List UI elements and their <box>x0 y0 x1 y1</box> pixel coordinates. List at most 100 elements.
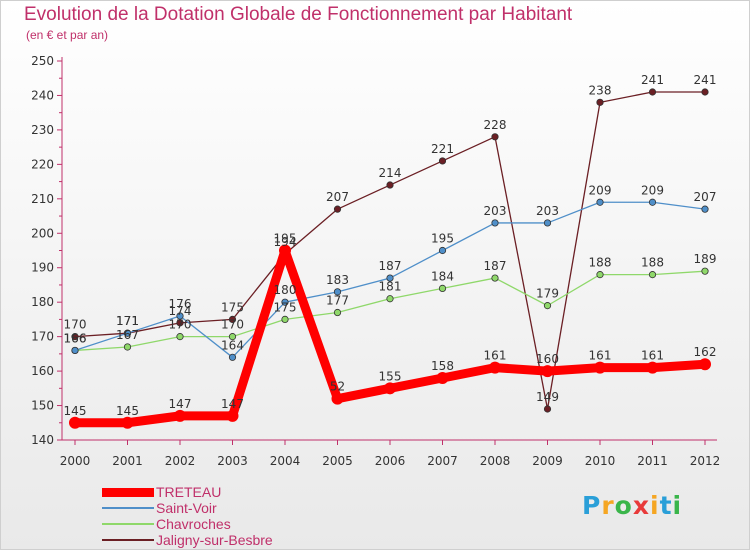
data-point <box>436 371 449 384</box>
x-tick-label: 2002 <box>165 454 196 468</box>
legend: TRETEAU Saint-Voir Chavroches Jaligny-sur-B… <box>102 484 273 548</box>
data-label: 241 <box>694 73 717 87</box>
x-tick-label: 2010 <box>585 454 616 468</box>
legend-swatch <box>102 507 154 509</box>
data-point <box>174 409 186 422</box>
legend-swatch <box>102 539 154 541</box>
data-labels-layer: 170 171 174 175 194 207 214 221 228 149 238 241 241 1… <box>64 73 717 418</box>
x-tick-label: 2004 <box>270 454 301 468</box>
data-point <box>71 346 79 355</box>
data-point <box>333 205 342 213</box>
data-label: 183 <box>326 273 349 287</box>
data-label: 175 <box>274 300 297 314</box>
data-point <box>438 284 447 292</box>
data-point <box>226 409 239 422</box>
data-label: 214 <box>379 166 402 180</box>
data-label: 171 <box>116 314 139 328</box>
data-label: 187 <box>484 259 507 273</box>
x-axis-ticks: 2000 2001 2002 2003 2004 2005 2006 2007 2008 2009… <box>60 440 721 468</box>
data-point <box>543 219 552 227</box>
logo-letter: x <box>632 491 650 520</box>
data-label: 162 <box>694 345 717 359</box>
data-point <box>491 274 499 282</box>
legend-label: Jaligny-sur-Besbre <box>156 532 273 548</box>
data-point <box>281 315 289 324</box>
proxiti-logo: Proxiti <box>582 491 682 520</box>
legend-label: TRETEAU <box>156 484 222 500</box>
x-tick-label: 2006 <box>375 454 406 468</box>
series-treteau <box>69 244 711 429</box>
data-label: 195 <box>274 232 297 246</box>
data-point <box>333 288 342 296</box>
data-label: 176 <box>169 297 192 311</box>
data-label: 181 <box>379 280 402 294</box>
data-point <box>386 181 394 189</box>
y-tick-label: 250 <box>31 54 54 68</box>
data-label: 170 <box>169 318 192 332</box>
data-point <box>123 343 132 351</box>
data-label: 170 <box>221 318 244 332</box>
data-point <box>596 198 604 206</box>
data-point <box>701 205 709 213</box>
x-tick-label: 2005 <box>322 454 353 468</box>
data-point <box>543 302 552 310</box>
data-point <box>541 365 554 378</box>
data-point <box>176 312 184 320</box>
data-label: 160 <box>536 352 559 366</box>
y-tick-label: 200 <box>31 226 54 240</box>
data-label: 145 <box>64 404 87 418</box>
data-point <box>489 361 501 374</box>
y-tick-label: 140 <box>31 433 54 447</box>
legend-label: Chavroches <box>156 516 231 532</box>
y-tick-label: 160 <box>31 364 54 378</box>
x-tick-label: 2012 <box>690 454 721 468</box>
data-point <box>228 333 237 341</box>
data-label: 195 <box>431 232 454 246</box>
data-point <box>123 329 132 337</box>
series-saint-voir <box>71 198 709 361</box>
data-label: 174 <box>169 304 192 318</box>
data-point <box>594 361 606 374</box>
data-label: 166 <box>64 331 87 345</box>
data-label: 209 <box>641 183 664 197</box>
chart-subtitle: (en € et par an) <box>26 28 109 42</box>
data-label: 175 <box>221 300 244 314</box>
data-label: 147 <box>169 397 192 411</box>
data-point <box>646 361 659 374</box>
legend-item-treteau: TRETEAU <box>102 484 273 500</box>
data-label: 179 <box>536 287 559 301</box>
data-label: 161 <box>484 349 507 363</box>
data-label: 194 <box>274 235 297 249</box>
data-label: 187 <box>379 259 402 273</box>
data-point <box>491 219 499 227</box>
data-point <box>279 244 291 257</box>
x-tick-label: 2000 <box>60 454 91 468</box>
data-point <box>386 295 394 303</box>
data-label: 203 <box>484 204 507 218</box>
data-point <box>384 382 396 395</box>
y-tick-label: 220 <box>31 157 54 171</box>
chart-title: Evolution de la Dotation Globale de Fonc… <box>24 4 573 25</box>
legend-swatch <box>102 487 154 497</box>
data-point <box>701 267 709 275</box>
data-label: 184 <box>431 269 454 283</box>
data-point <box>648 271 657 279</box>
legend-label: Saint-Voir <box>156 500 217 516</box>
logo-letter: i <box>672 491 683 520</box>
data-point <box>71 333 79 341</box>
logo-letter: r <box>601 491 615 520</box>
data-label: 147 <box>221 397 244 411</box>
data-point <box>438 246 447 255</box>
data-label: 188 <box>589 256 612 270</box>
x-tick-label: 2003 <box>217 454 248 468</box>
x-tick-label: 2009 <box>532 454 563 468</box>
data-label: 155 <box>379 369 402 383</box>
data-point <box>333 308 342 317</box>
legend-item-chavroches: Chavroches <box>102 516 273 532</box>
y-tick-label: 210 <box>31 192 54 206</box>
data-point <box>648 198 657 206</box>
data-label: 209 <box>589 183 612 197</box>
x-tick-label: 2001 <box>112 454 143 468</box>
data-label: 158 <box>431 359 454 373</box>
series-layer <box>69 88 711 429</box>
